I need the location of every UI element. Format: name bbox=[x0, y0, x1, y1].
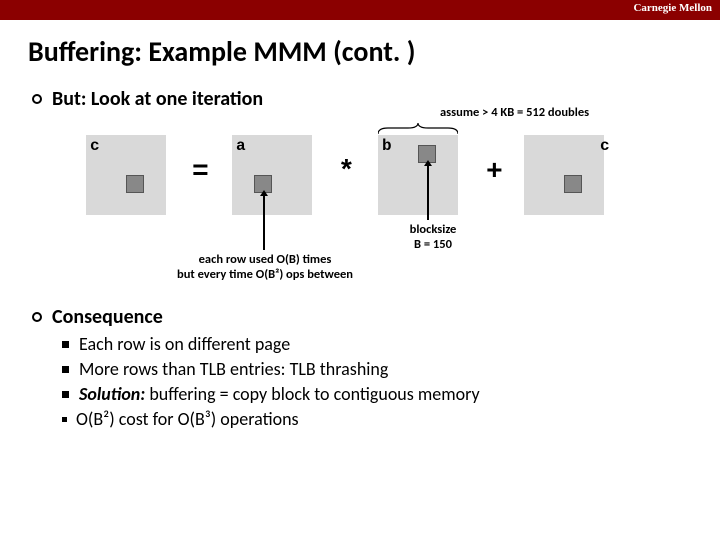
blocksize-l2: B = 150 bbox=[414, 237, 452, 252]
bullet-consequence: Consequence bbox=[32, 305, 720, 329]
block-c1 bbox=[126, 175, 144, 193]
op-mul: * bbox=[338, 157, 355, 188]
op-plus: + bbox=[486, 157, 503, 188]
rownote: each row used O(B) times but every time … bbox=[160, 252, 370, 282]
sub-text: More rows than TLB entries: TLB thrashin… bbox=[79, 358, 388, 380]
sub-text: Each row is on different page bbox=[79, 333, 290, 355]
bullet-text: But: Look at one iteration bbox=[52, 87, 263, 111]
rownote-l1: each row used O(B) times bbox=[199, 252, 332, 267]
blocksize-l1: blocksize bbox=[410, 222, 457, 237]
header-bar: Carnegie Mellon bbox=[0, 0, 720, 20]
sub-bullet: Solution: buffering = copy block to cont… bbox=[62, 383, 720, 405]
arrow-blocksize-icon bbox=[427, 165, 429, 220]
brand-label: Carnegie Mellon bbox=[633, 2, 712, 14]
bullet-square-icon bbox=[62, 341, 69, 348]
diagram: assume > 4 KB = 512 doubles c a b c = * … bbox=[0, 115, 720, 305]
rownote-l2: but every time O(B²) ops between bbox=[177, 267, 353, 282]
solution-label: Solution: bbox=[79, 383, 145, 405]
assume-note: assume > 4 KB = 512 doubles bbox=[440, 105, 670, 120]
sub-sub-bullet: O(B²) cost for O(B³) operations bbox=[62, 408, 720, 430]
bullet-square-icon bbox=[62, 391, 69, 398]
arrow-rownote-icon bbox=[263, 195, 265, 250]
sub-bullet: Each row is on different page bbox=[62, 333, 720, 355]
bullet-marker-icon bbox=[32, 312, 42, 322]
solution-rest: buffering = copy block to contiguous mem… bbox=[145, 383, 479, 405]
block-c2 bbox=[564, 175, 582, 193]
bullet-text: Consequence bbox=[52, 305, 163, 329]
slide-title: Buffering: Example MMM (cont. ) bbox=[28, 34, 720, 69]
op-eq: = bbox=[192, 157, 209, 188]
label-c1: c bbox=[90, 137, 100, 155]
bullet-marker-icon bbox=[32, 94, 42, 104]
consequence-sublist: Each row is on different page More rows … bbox=[62, 333, 720, 430]
sub-bullet: More rows than TLB entries: TLB thrashin… bbox=[62, 358, 720, 380]
bullet-square-sm-icon bbox=[62, 417, 67, 422]
label-a: a bbox=[236, 137, 246, 155]
label-c2: c bbox=[600, 137, 610, 155]
label-b: b bbox=[382, 137, 392, 155]
blocksize-note: blocksize B = 150 bbox=[398, 222, 468, 252]
sub-sub-text: O(B²) cost for O(B³) operations bbox=[76, 408, 299, 430]
bullet-square-icon bbox=[62, 366, 69, 373]
sub-text: Solution: buffering = copy block to cont… bbox=[79, 383, 480, 405]
